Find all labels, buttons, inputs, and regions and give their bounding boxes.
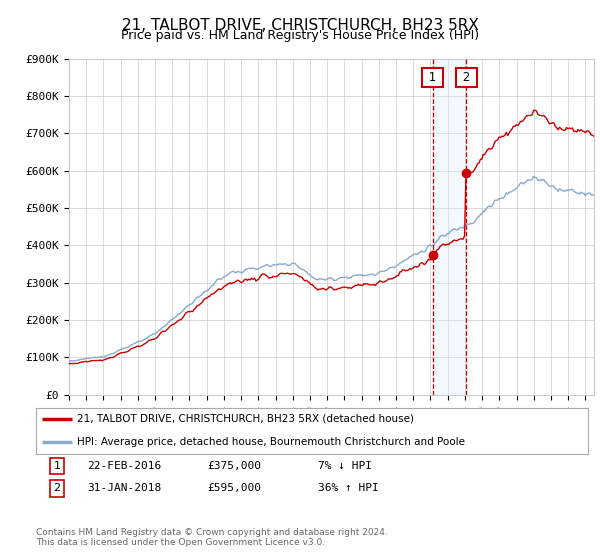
Text: Price paid vs. HM Land Registry's House Price Index (HPI): Price paid vs. HM Land Registry's House …	[121, 29, 479, 42]
Text: Contains HM Land Registry data © Crown copyright and database right 2024.
This d: Contains HM Land Registry data © Crown c…	[36, 528, 388, 547]
Text: £375,000: £375,000	[207, 461, 261, 471]
Bar	[433, 59, 466, 395]
Text: 2: 2	[459, 71, 474, 83]
Text: 21, TALBOT DRIVE, CHRISTCHURCH, BH23 5RX: 21, TALBOT DRIVE, CHRISTCHURCH, BH23 5RX	[122, 18, 478, 33]
Text: 1: 1	[53, 461, 61, 471]
Text: 36% ↑ HPI: 36% ↑ HPI	[318, 483, 379, 493]
Text: 7% ↓ HPI: 7% ↓ HPI	[318, 461, 372, 471]
Text: 21, TALBOT DRIVE, CHRISTCHURCH, BH23 5RX (detached house): 21, TALBOT DRIVE, CHRISTCHURCH, BH23 5RX…	[77, 414, 415, 424]
Text: 31-JAN-2018: 31-JAN-2018	[87, 483, 161, 493]
Text: £595,000: £595,000	[207, 483, 261, 493]
Text: 1: 1	[425, 71, 440, 83]
Text: 2: 2	[53, 483, 61, 493]
Text: 22-FEB-2016: 22-FEB-2016	[87, 461, 161, 471]
Text: HPI: Average price, detached house, Bournemouth Christchurch and Poole: HPI: Average price, detached house, Bour…	[77, 437, 466, 447]
